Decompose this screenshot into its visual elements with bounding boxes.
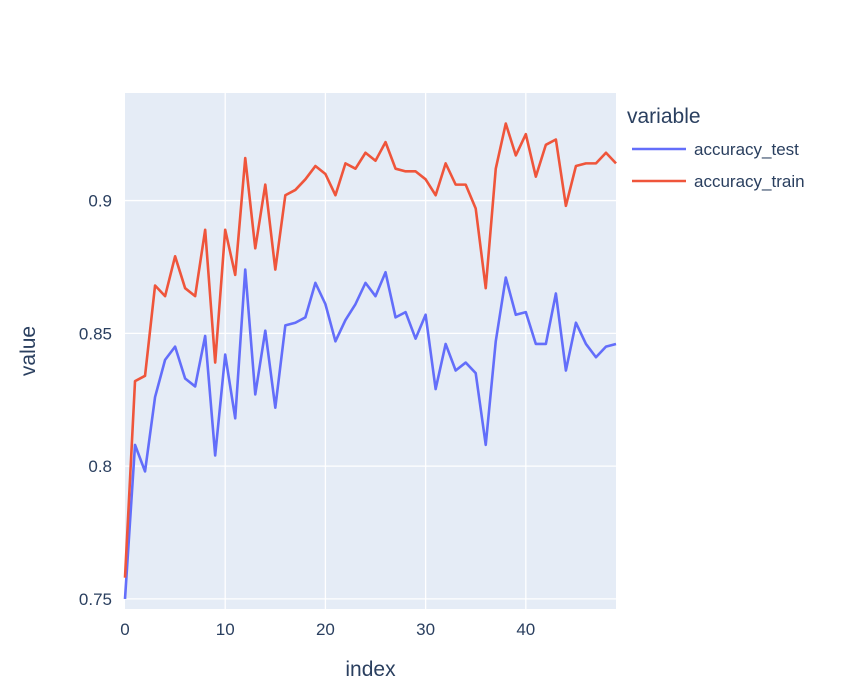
y-tick-label: 0.9: [88, 192, 112, 211]
x-axis-title: index: [345, 658, 396, 681]
x-tick-label: 40: [516, 620, 535, 639]
legend-label: accuracy_test: [694, 140, 799, 159]
y-axis-title: value: [17, 326, 40, 376]
series-line-accuracy-test: [123, 268, 617, 599]
y-tick-label: 0.85: [79, 324, 112, 343]
y-tick-label: 0.75: [79, 590, 112, 609]
tick-labels: 0 10 20 30 40 0.75 0.8 0.85 0.9: [79, 192, 535, 639]
legend-item-accuracy-train[interactable]: accuracy_train: [632, 172, 805, 191]
x-tick-label: 10: [216, 620, 235, 639]
x-tick-label: 0: [120, 620, 129, 639]
series-line-accuracy-train: [123, 122, 617, 578]
x-tick-label: 20: [316, 620, 335, 639]
x-tick-label: 30: [416, 620, 435, 639]
legend-title: variable: [627, 105, 701, 128]
series-lines: [123, 122, 617, 599]
plot-area: [125, 93, 616, 609]
legend[interactable]: variable accuracy_test accuracy_train: [627, 105, 805, 191]
y-tick-label: 0.8: [88, 457, 112, 476]
legend-label: accuracy_train: [694, 172, 805, 191]
legend-item-accuracy-test[interactable]: accuracy_test: [632, 140, 799, 159]
